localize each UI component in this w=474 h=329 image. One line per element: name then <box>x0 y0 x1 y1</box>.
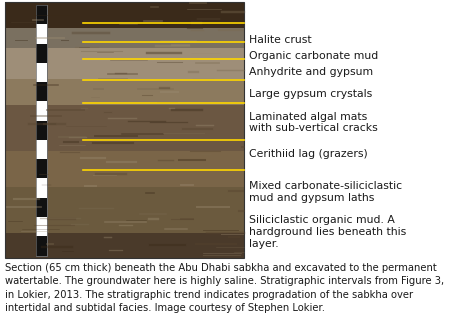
Text: Section (65 cm thick) beneath the Abu Dhabi sabkha and excavated to the permanen: Section (65 cm thick) beneath the Abu Dh… <box>5 263 444 313</box>
Text: Halite crust: Halite crust <box>249 35 311 44</box>
Bar <box>36 121 47 140</box>
Bar <box>36 179 47 198</box>
Bar <box>36 82 47 101</box>
Bar <box>36 101 47 121</box>
Bar <box>5 48 244 79</box>
Bar <box>36 5 47 256</box>
Text: Mixed carbonate-siliciclastic
mud and gypsum laths: Mixed carbonate-siliciclastic mud and gy… <box>249 181 402 203</box>
Bar <box>5 2 244 258</box>
Bar <box>5 79 244 105</box>
Bar <box>36 24 47 43</box>
Bar <box>36 140 47 159</box>
Bar <box>5 105 244 151</box>
Bar <box>5 151 244 187</box>
Text: Organic carbonate mud: Organic carbonate mud <box>249 51 378 61</box>
Bar <box>36 5 47 256</box>
Bar <box>5 233 244 258</box>
Bar <box>36 217 47 236</box>
Bar <box>36 63 47 82</box>
Bar <box>36 5 47 24</box>
Bar <box>5 187 244 233</box>
Text: Anhydrite and gypsum: Anhydrite and gypsum <box>249 67 373 77</box>
Text: Siliciclastic organic mud. A
hardground lies beneath this
layer.: Siliciclastic organic mud. A hardground … <box>249 215 406 249</box>
Bar <box>36 159 47 179</box>
Text: Cerithiid lag (grazers): Cerithiid lag (grazers) <box>249 149 368 159</box>
Bar <box>5 2 244 28</box>
Bar <box>36 43 47 63</box>
Text: Large gypsum crystals: Large gypsum crystals <box>249 89 372 99</box>
Bar <box>36 236 47 256</box>
Text: Laminated algal mats
with sub-vertical cracks: Laminated algal mats with sub-vertical c… <box>249 112 378 134</box>
Bar <box>5 28 244 48</box>
Bar <box>36 198 47 217</box>
